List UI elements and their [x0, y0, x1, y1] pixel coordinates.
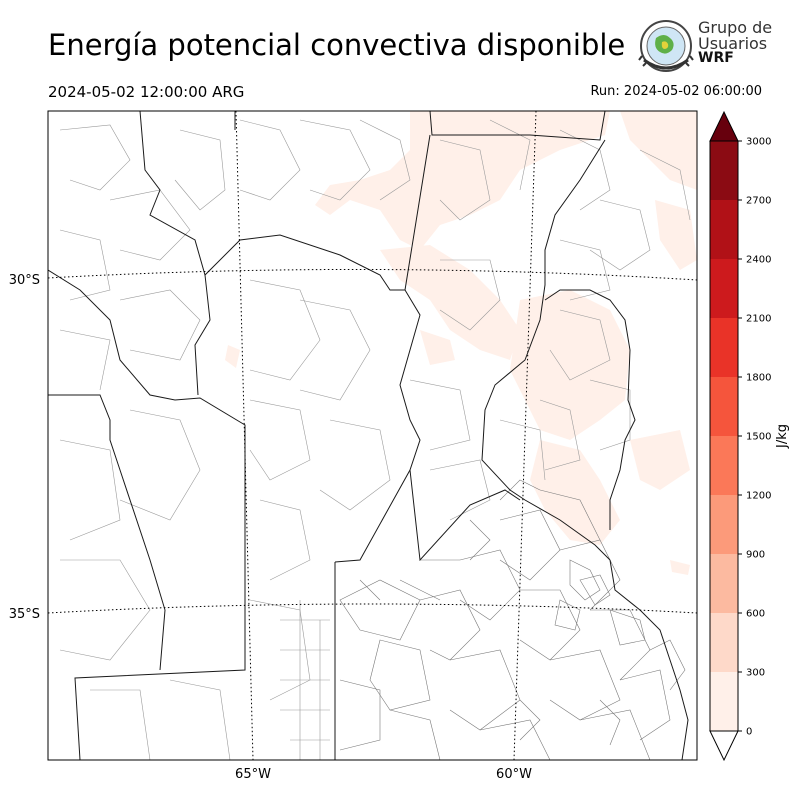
lat-label-30s: 30°S	[9, 273, 40, 288]
colorbar-bin	[710, 436, 738, 495]
lon-label-60w: 60°W	[496, 767, 532, 782]
cape-shading	[225, 111, 697, 575]
wrf-logo: Grupo de Usuarios WRF	[636, 16, 772, 76]
colorbar: 0 300 600 900 1200 1500 1800 2100 2400 2700 3000	[709, 110, 771, 762]
run-time: Run: 2024-05-02 06:00:00	[590, 84, 762, 99]
colorbar-tick-label: 300	[746, 668, 765, 679]
colorbar-tick-label: 900	[746, 550, 765, 561]
colorbar-bin	[710, 259, 738, 318]
logo-line-1: Grupo de	[698, 18, 773, 37]
colorbar-bin	[710, 200, 738, 259]
colorbar-bin	[710, 672, 738, 731]
globe-icon	[638, 20, 694, 72]
colorbar-tick-label: 1800	[746, 373, 771, 384]
graticule	[48, 111, 697, 760]
colorbar-tick-label: 2700	[746, 196, 771, 207]
colorbar-bin	[710, 318, 738, 377]
colorbar-tick-label: 600	[746, 609, 765, 620]
colorbar-bin	[710, 613, 738, 672]
colorbar-label: J/kg	[775, 424, 790, 449]
colorbar-tick-label: 1200	[746, 491, 771, 502]
colorbar-bin	[710, 495, 738, 554]
colorbar-bin	[710, 554, 738, 613]
province-boundaries	[48, 111, 689, 760]
lon-label-65w: 65°W	[235, 767, 271, 782]
colorbar-tick-label: 3000	[746, 137, 771, 148]
partido-boundaries	[339, 479, 686, 760]
colorbar-tick-label: 2400	[746, 255, 771, 266]
colorbar-tick-label: 0	[746, 727, 752, 738]
colorbar-under-arrow	[709, 730, 739, 762]
map-frame	[47, 110, 698, 761]
colorbar-tick-label: 2100	[746, 314, 771, 325]
colorbar-bin	[710, 141, 738, 200]
colorbar-over-arrow	[709, 110, 739, 142]
colorbar-tick-label: 1500	[746, 432, 771, 443]
logo-line-3: WRF	[698, 50, 734, 66]
map-area	[48, 111, 697, 760]
department-boundaries	[59, 119, 691, 760]
logo-line-2: Usuarios	[698, 34, 768, 53]
lat-label-35s: 35°S	[9, 607, 40, 622]
map-title: Energía potencial convectiva disponible	[48, 28, 626, 62]
colorbar-bin	[710, 377, 738, 436]
valid-time: 2024-05-02 12:00:00 ARG	[48, 83, 245, 101]
